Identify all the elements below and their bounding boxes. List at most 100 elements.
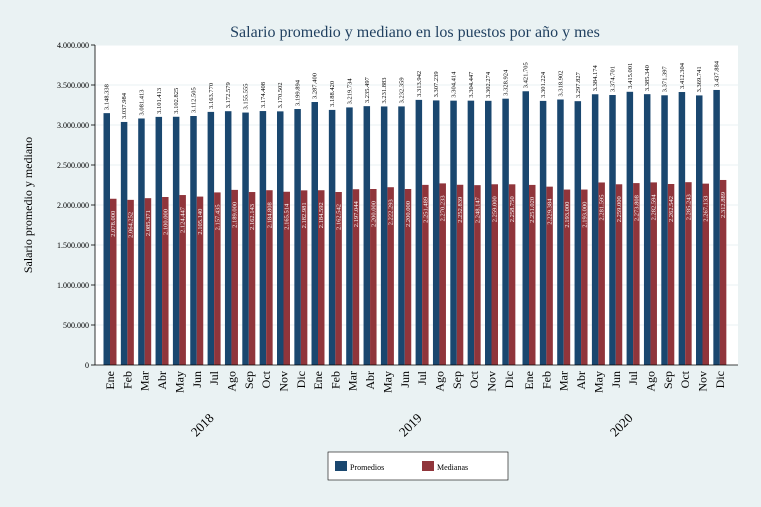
- data-label-promedios: 3.287.400: [312, 73, 319, 99]
- y-tick-label: 1.000.000: [57, 281, 89, 290]
- x-tick-label: Dic: [294, 371, 308, 388]
- bar-promedios: [661, 95, 668, 365]
- bar-promedios: [138, 118, 145, 365]
- bar-promedios: [172, 116, 180, 365]
- bar-medianas: [581, 189, 588, 365]
- data-label-promedios: 3.313.942: [416, 71, 423, 97]
- data-label-medianas: 2.267.133: [703, 196, 710, 222]
- bar-medianas: [685, 182, 692, 365]
- x-tick-label: Jul: [626, 370, 640, 385]
- x-tick-label: Nov: [277, 371, 291, 392]
- data-label-promedios: 3.037.984: [121, 92, 128, 119]
- data-label-promedios: 3.232.359: [399, 77, 406, 103]
- bar-promedios: [311, 102, 318, 366]
- data-label-promedios: 3.174.408: [260, 82, 267, 108]
- data-label-promedios: 3.301.224: [540, 71, 547, 98]
- axes: 0 500.000 1.000.000 1.500.000 2.000.000 2.500…: [57, 41, 738, 439]
- bar-medianas: [283, 191, 290, 365]
- bar-promedios: [398, 106, 405, 365]
- data-label-medianas: 2.251.489: [422, 197, 429, 223]
- bar-promedios: [432, 100, 440, 365]
- data-label-promedios: 3.219.734: [346, 78, 353, 105]
- data-label-medianas: 2.273.808: [633, 195, 640, 221]
- x-tick-label: May: [172, 371, 186, 393]
- data-label-promedios: 3.302.274: [485, 71, 492, 98]
- data-label-medianas: 2.100.000: [162, 209, 169, 235]
- y-axis-label: Salario promedio y mediano: [21, 137, 35, 273]
- x-tick-label: May: [591, 371, 605, 393]
- data-label-medianas: 2.184.592: [318, 202, 325, 228]
- data-label-medianas: 2.262.542: [668, 196, 675, 222]
- bar-medianas: [702, 183, 709, 365]
- data-label-medianas: 2.259.000: [616, 196, 623, 222]
- bar-medianas: [615, 184, 623, 365]
- bar-promedios: [522, 91, 529, 365]
- bar-promedios: [346, 107, 353, 366]
- data-label-medianas: 2.252.839: [457, 197, 464, 223]
- x-group-label: 2020: [607, 410, 636, 439]
- data-label-promedios: 3.148.338: [104, 84, 111, 110]
- x-tick-label: Abr: [363, 371, 377, 390]
- x-tick-label: Ene: [522, 371, 536, 390]
- x-tick-label: Sep: [661, 371, 675, 389]
- data-label-promedios: 3.304.414: [451, 71, 458, 98]
- y-tick-label: 2.500.000: [57, 161, 89, 170]
- bar-promedios: [678, 92, 686, 365]
- data-label-medianas: 2.193.000: [581, 202, 588, 228]
- x-tick-label: Ene: [103, 371, 117, 390]
- bar-promedios: [467, 100, 475, 366]
- x-tick-label: Mar: [346, 371, 360, 391]
- data-label-medianas: 2.157.435: [214, 204, 221, 230]
- data-label-medianas: 2.078.000: [110, 211, 117, 237]
- bar-promedios: [485, 100, 492, 365]
- data-label-medianas: 2.182.981: [301, 202, 308, 228]
- data-label-promedios: 3.163.770: [208, 83, 215, 109]
- bar-promedios: [450, 100, 457, 365]
- x-tick-label: Feb: [328, 371, 342, 389]
- x-group-label: 2018: [188, 410, 217, 439]
- data-label-medianas: 2.258.750: [509, 196, 516, 222]
- data-label-promedios: 3.421.705: [523, 62, 530, 88]
- y-tick-label: 1.500.000: [57, 241, 89, 250]
- x-group-label: 2019: [396, 410, 425, 439]
- data-label-medianas: 2.270.233: [440, 195, 447, 221]
- data-label-medianas: 2.189.000: [232, 202, 239, 228]
- x-tick-label: Feb: [539, 371, 553, 389]
- x-tick-label: Jul: [415, 370, 429, 385]
- bar-medianas: [529, 184, 536, 365]
- bar-medianas: [439, 183, 446, 365]
- x-tick-label: Nov: [485, 371, 499, 392]
- data-label-promedios: 3.172.579: [225, 82, 232, 108]
- data-label-medianas: 2.200.000: [370, 201, 377, 227]
- data-label-medianas: 2.281.595: [599, 194, 606, 220]
- data-labels: 3.148.338 2.078.000 3.037.984 2.064.252 3.08…: [104, 60, 727, 238]
- bar-promedios: [259, 111, 267, 365]
- data-label-promedios: 3.385.340: [644, 65, 651, 91]
- x-tick-label: Dic: [502, 371, 516, 388]
- x-tick-label: Dic: [713, 371, 727, 388]
- data-label-promedios: 3.188.420: [329, 81, 336, 107]
- bar-promedios: [626, 91, 634, 365]
- bar-promedios: [328, 109, 336, 366]
- bar-promedios: [190, 115, 197, 365]
- data-label-medianas: 2.162.542: [336, 204, 343, 230]
- x-tick-label: Abr: [574, 371, 588, 390]
- data-label-promedios: 3.304.447: [468, 71, 475, 98]
- bar-medianas: [633, 183, 640, 365]
- data-label-promedios: 3.328.924: [503, 69, 510, 96]
- data-label-promedios: 3.369.741: [696, 66, 703, 92]
- data-label-promedios: 3.112.505: [191, 87, 198, 113]
- data-label-promedios: 3.170.502: [277, 82, 284, 108]
- data-label-promedios: 3.437.884: [714, 60, 721, 87]
- data-label-medianas: 2.105.140: [197, 209, 204, 235]
- x-tick-label: Ene: [311, 371, 325, 390]
- bar-promedios: [609, 95, 616, 365]
- bar-promedios: [294, 109, 301, 365]
- bar-promedios: [103, 113, 110, 365]
- bar-medianas: [266, 190, 273, 365]
- data-label-medianas: 2.165.514: [284, 203, 291, 230]
- bar-medianas: [179, 195, 186, 365]
- bar-promedios: [713, 89, 720, 366]
- legend-box: [327, 451, 509, 481]
- bar-medianas: [546, 186, 553, 365]
